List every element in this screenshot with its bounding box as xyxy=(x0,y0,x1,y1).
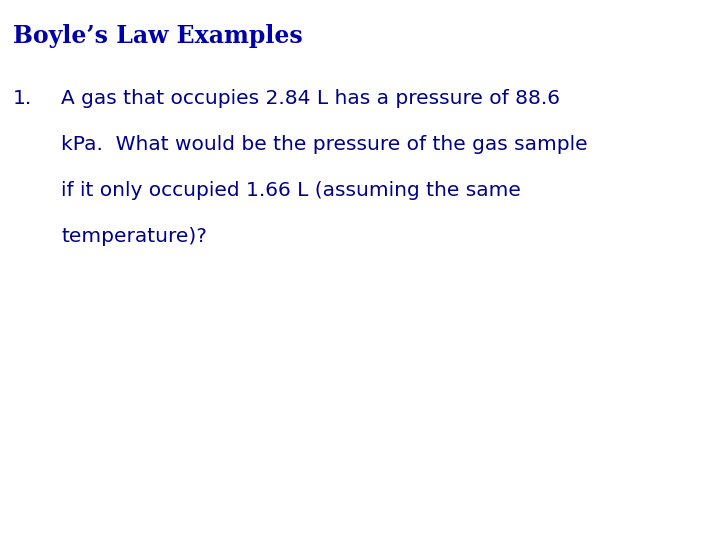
Text: kPa.  What would be the pressure of the gas sample: kPa. What would be the pressure of the g… xyxy=(61,135,588,154)
Text: A gas that occupies 2.84 L has a pressure of 88.6: A gas that occupies 2.84 L has a pressur… xyxy=(61,89,560,108)
Text: Boyle’s Law Examples: Boyle’s Law Examples xyxy=(13,24,302,48)
Text: if it only occupied 1.66 L (assuming the same: if it only occupied 1.66 L (assuming the… xyxy=(61,181,521,200)
Text: 1.: 1. xyxy=(13,89,32,108)
Text: temperature)?: temperature)? xyxy=(61,227,207,246)
